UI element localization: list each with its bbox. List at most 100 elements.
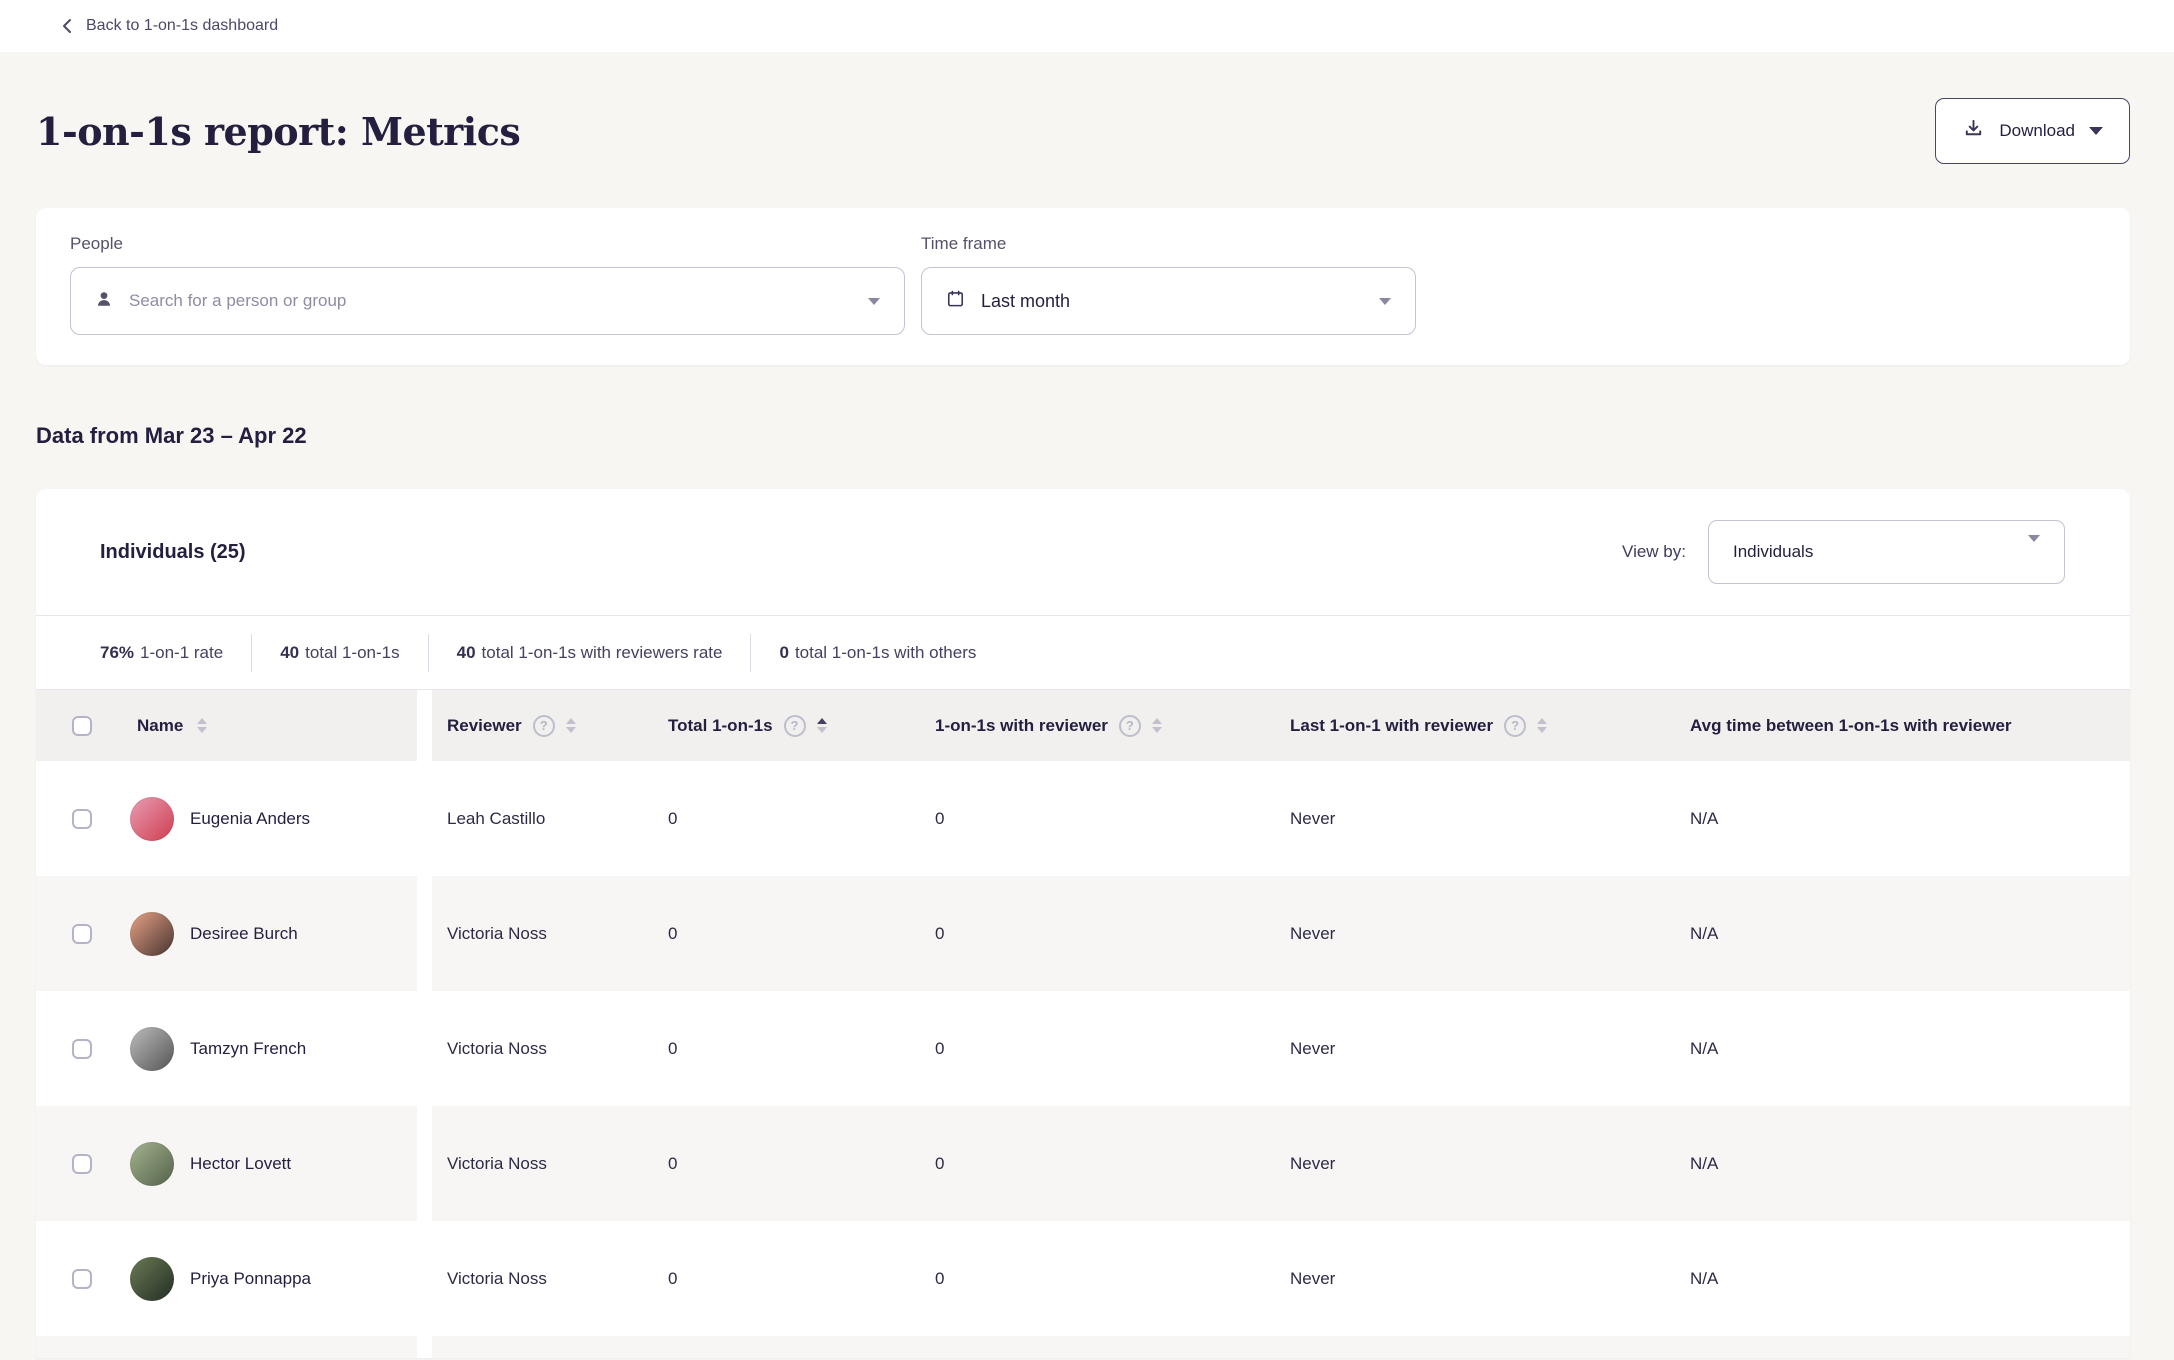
select-all-checkbox[interactable]	[72, 715, 92, 736]
cell-avg-time-between: N/A	[1690, 808, 1719, 828]
cell-avg-time-between: N/A	[1690, 1268, 1719, 1288]
cell-1on1s-with-reviewer: 0	[935, 923, 945, 943]
date-range-heading: Data from Mar 23 – Apr 22	[36, 423, 307, 448]
sort-arrows-icon[interactable]	[1151, 718, 1162, 733]
chevron-left-icon	[60, 18, 74, 34]
cell-total-1on1s: 0	[668, 1038, 678, 1058]
column-header-avg-time-between-1-on-1s-with-reviewer[interactable]: Avg time between 1-on-1s with reviewer	[1690, 715, 2012, 735]
cell-total-1on1s: 0	[668, 923, 678, 943]
people-label: People	[70, 234, 123, 253]
avatar	[130, 1256, 174, 1301]
cell-1on1s-with-reviewer: 0	[935, 1153, 945, 1173]
column-header-total-1-on-1s[interactable]: Total 1-on-1s ?	[668, 714, 935, 737]
table-card-header: Individuals (25) View by: Individuals	[36, 489, 2130, 615]
cell-reviewer: Victoria Noss	[447, 1153, 547, 1173]
table-row: Hector Lovett Victoria Noss 0 0 Never N/…	[36, 1106, 2130, 1221]
cell-reviewer: Leah Castillo	[447, 808, 546, 828]
people-search-box[interactable]	[70, 267, 905, 335]
table-header-row: Name Reviewer ? Total 1-on-1s ? 1-on-1s …	[36, 689, 2130, 761]
section-title: Individuals (25)	[100, 540, 246, 563]
table-row-partial	[36, 1336, 2130, 1358]
row-checkbox[interactable]	[72, 923, 92, 944]
report-table-card: Individuals (25) View by: Individuals 76…	[36, 489, 2130, 1358]
timeframe-select[interactable]: Last month	[921, 267, 1416, 335]
avatar	[130, 796, 174, 841]
view-by-value: Individuals	[1733, 542, 1814, 561]
sort-arrows-icon[interactable]	[565, 718, 576, 733]
avatar	[130, 911, 174, 956]
cell-name: Desiree Burch	[190, 923, 298, 943]
filters-card: People Time frame Last month	[36, 208, 2130, 365]
stat-item: 76% 1-on-1 rate	[100, 642, 224, 662]
table-row: Desiree Burch Victoria Noss 0 0 Never N/…	[36, 876, 2130, 991]
cell-total-1on1s: 0	[668, 1153, 678, 1173]
stat-item: 0 total 1-on-1s with others	[750, 633, 1004, 672]
question-circle-icon[interactable]: ?	[1118, 714, 1141, 737]
cell-last-1on1-with-reviewer: Never	[1290, 923, 1336, 943]
cell-1on1s-with-reviewer: 0	[935, 1268, 945, 1288]
cell-reviewer: Victoria Noss	[447, 1038, 547, 1058]
view-by: View by: Individuals	[1622, 520, 2065, 584]
topbar: Back to 1-on-1s dashboard	[0, 0, 2174, 52]
cell-last-1on1-with-reviewer: Never	[1290, 1153, 1336, 1173]
calendar-icon	[946, 289, 965, 313]
download-icon	[1962, 117, 1985, 145]
cell-1on1s-with-reviewer: 0	[935, 808, 945, 828]
cell-avg-time-between: N/A	[1690, 1153, 1719, 1173]
stats-bar: 76% 1-on-1 rate 40 total 1-on-1s 40 total 1…	[36, 615, 2130, 689]
cell-name: Tamzyn French	[190, 1038, 307, 1058]
cell-avg-time-between: N/A	[1690, 1038, 1719, 1058]
timeframe-label: Time frame	[921, 234, 1007, 253]
cell-name: Priya Ponnappa	[190, 1268, 311, 1288]
download-button[interactable]: Download	[1935, 98, 2130, 164]
column-header-1-on-1s-with-reviewer[interactable]: 1-on-1s with reviewer ?	[935, 714, 1290, 737]
table-row: Eugenia Anders Leah Castillo 0 0 Never N…	[36, 761, 2130, 876]
column-gap	[417, 690, 432, 761]
cell-reviewer: Victoria Noss	[447, 923, 547, 943]
cell-last-1on1-with-reviewer: Never	[1290, 808, 1336, 828]
page-body: 1-on-1s report: Metrics Download People	[0, 98, 2174, 1358]
question-circle-icon[interactable]: ?	[1504, 714, 1527, 737]
cell-total-1on1s: 0	[668, 1268, 678, 1288]
row-checkbox[interactable]	[72, 1153, 92, 1174]
sort-arrows-icon[interactable]	[816, 718, 827, 733]
avatar	[130, 1141, 174, 1186]
sort-arrows-icon[interactable]	[197, 718, 208, 733]
row-checkbox[interactable]	[72, 1268, 92, 1289]
caret-down-icon	[2089, 127, 2103, 135]
people-search-input[interactable]	[129, 291, 852, 311]
cell-avg-time-between: N/A	[1690, 923, 1719, 943]
sort-arrows-icon[interactable]	[1537, 718, 1548, 733]
cell-name: Hector Lovett	[190, 1153, 292, 1173]
download-label: Download	[1999, 121, 2075, 140]
cell-1on1s-with-reviewer: 0	[935, 1038, 945, 1058]
column-header-last-1-on-1-with-reviewer[interactable]: Last 1-on-1 with reviewer ?	[1290, 714, 1690, 737]
caret-down-icon	[2028, 535, 2040, 562]
table-body: Eugenia Anders Leah Castillo 0 0 Never N…	[36, 761, 2130, 1336]
cell-reviewer: Victoria Noss	[447, 1268, 547, 1288]
cell-name: Eugenia Anders	[190, 808, 311, 828]
table-header-name-segment: Name	[36, 690, 417, 761]
column-header-reviewer[interactable]: Reviewer ?	[447, 714, 668, 737]
stat-item: 40 total 1-on-1s	[251, 633, 427, 672]
row-checkbox[interactable]	[72, 808, 92, 829]
caret-down-icon	[1379, 297, 1391, 305]
people-filter: People	[70, 234, 905, 335]
view-by-label: View by:	[1622, 542, 1686, 561]
table-row: Priya Ponnappa Victoria Noss 0 0 Never N…	[36, 1221, 2130, 1336]
cell-last-1on1-with-reviewer: Never	[1290, 1268, 1336, 1288]
question-circle-icon[interactable]: ?	[532, 714, 555, 737]
caret-down-icon	[868, 297, 880, 305]
table-row: Tamzyn French Victoria Noss 0 0 Never N/…	[36, 991, 2130, 1106]
row-checkbox[interactable]	[72, 1038, 92, 1059]
back-link-label: Back to 1-on-1s dashboard	[86, 17, 279, 34]
page-header: 1-on-1s report: Metrics Download	[36, 98, 2130, 164]
view-by-select[interactable]: Individuals	[1708, 520, 2065, 584]
table-header-right: Reviewer ? Total 1-on-1s ? 1-on-1s with …	[432, 690, 2130, 761]
cell-last-1on1-with-reviewer: Never	[1290, 1038, 1336, 1058]
column-header-name[interactable]: Name	[137, 715, 184, 735]
page-title: 1-on-1s report: Metrics	[36, 108, 521, 154]
back-link[interactable]: Back to 1-on-1s dashboard	[60, 17, 278, 35]
timeframe-value: Last month	[981, 290, 1071, 311]
question-circle-icon[interactable]: ?	[783, 714, 806, 737]
